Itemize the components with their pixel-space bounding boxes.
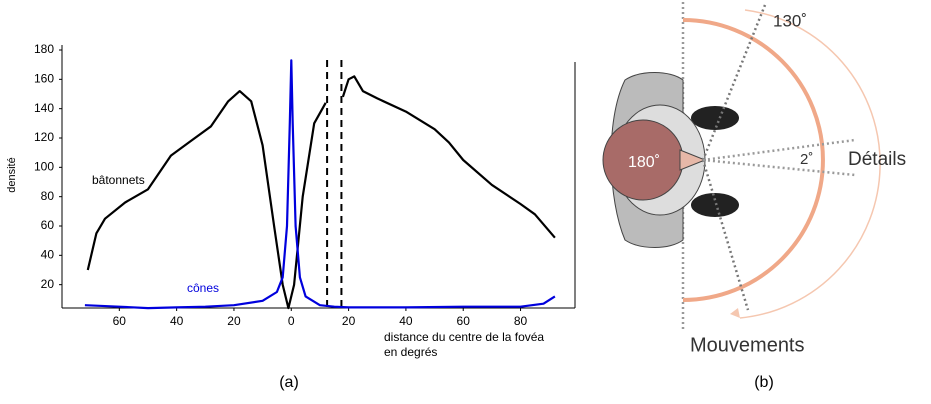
caption: (b) — [754, 374, 774, 391]
x-axis-label: distance du centre de la fovéa — [384, 330, 544, 344]
angle-label: 130˚ — [773, 11, 807, 30]
series-line — [86, 75, 556, 310]
series-label: cônes — [187, 281, 219, 295]
x-tick-label: 0 — [288, 314, 295, 328]
arrow-head — [730, 308, 740, 318]
y-tick-label: 80 — [41, 189, 55, 203]
x-tick-label: 80 — [514, 314, 528, 328]
shoulder — [691, 193, 739, 217]
x-tick-label: 20 — [227, 314, 241, 328]
x-tick-label: 40 — [399, 314, 413, 328]
shoulder — [691, 106, 739, 130]
x-tick-label: 60 — [113, 314, 127, 328]
movement-arc — [739, 9, 881, 319]
x-axis-label: en degrés — [384, 345, 437, 359]
series-line — [84, 59, 556, 310]
x-tick-label: 20 — [342, 314, 356, 328]
y-tick-label: 40 — [41, 248, 55, 262]
x-tick-label: 60 — [457, 314, 471, 328]
y-tick-label: 100 — [34, 160, 54, 174]
movements-label: Mouvements — [690, 334, 805, 356]
angle-label: 180˚ — [628, 154, 660, 171]
angle-label: 2˚ — [800, 151, 813, 168]
series-label: bâtonnets — [92, 173, 145, 187]
y-tick-label: 180 — [34, 42, 54, 56]
x-tick-label: 40 — [170, 314, 184, 328]
angle-line — [701, 159, 750, 311]
nose — [679, 149, 707, 171]
detail-line — [702, 158, 856, 177]
y-tick-label: 160 — [34, 72, 54, 86]
y-tick-label: 140 — [34, 101, 54, 115]
y-tick-label: 120 — [34, 130, 54, 144]
details-label: Détails — [848, 149, 906, 170]
caption: (a) — [279, 374, 299, 391]
detail-line — [702, 138, 856, 162]
y-axis-label: densité — [6, 157, 18, 192]
y-tick-label: 20 — [41, 277, 55, 291]
diagram: 130˚ 180˚ 2˚ Détails Mouvements (b) — [602, 2, 906, 391]
field-arc — [682, 18, 825, 302]
y-tick-label: 60 — [41, 218, 55, 232]
